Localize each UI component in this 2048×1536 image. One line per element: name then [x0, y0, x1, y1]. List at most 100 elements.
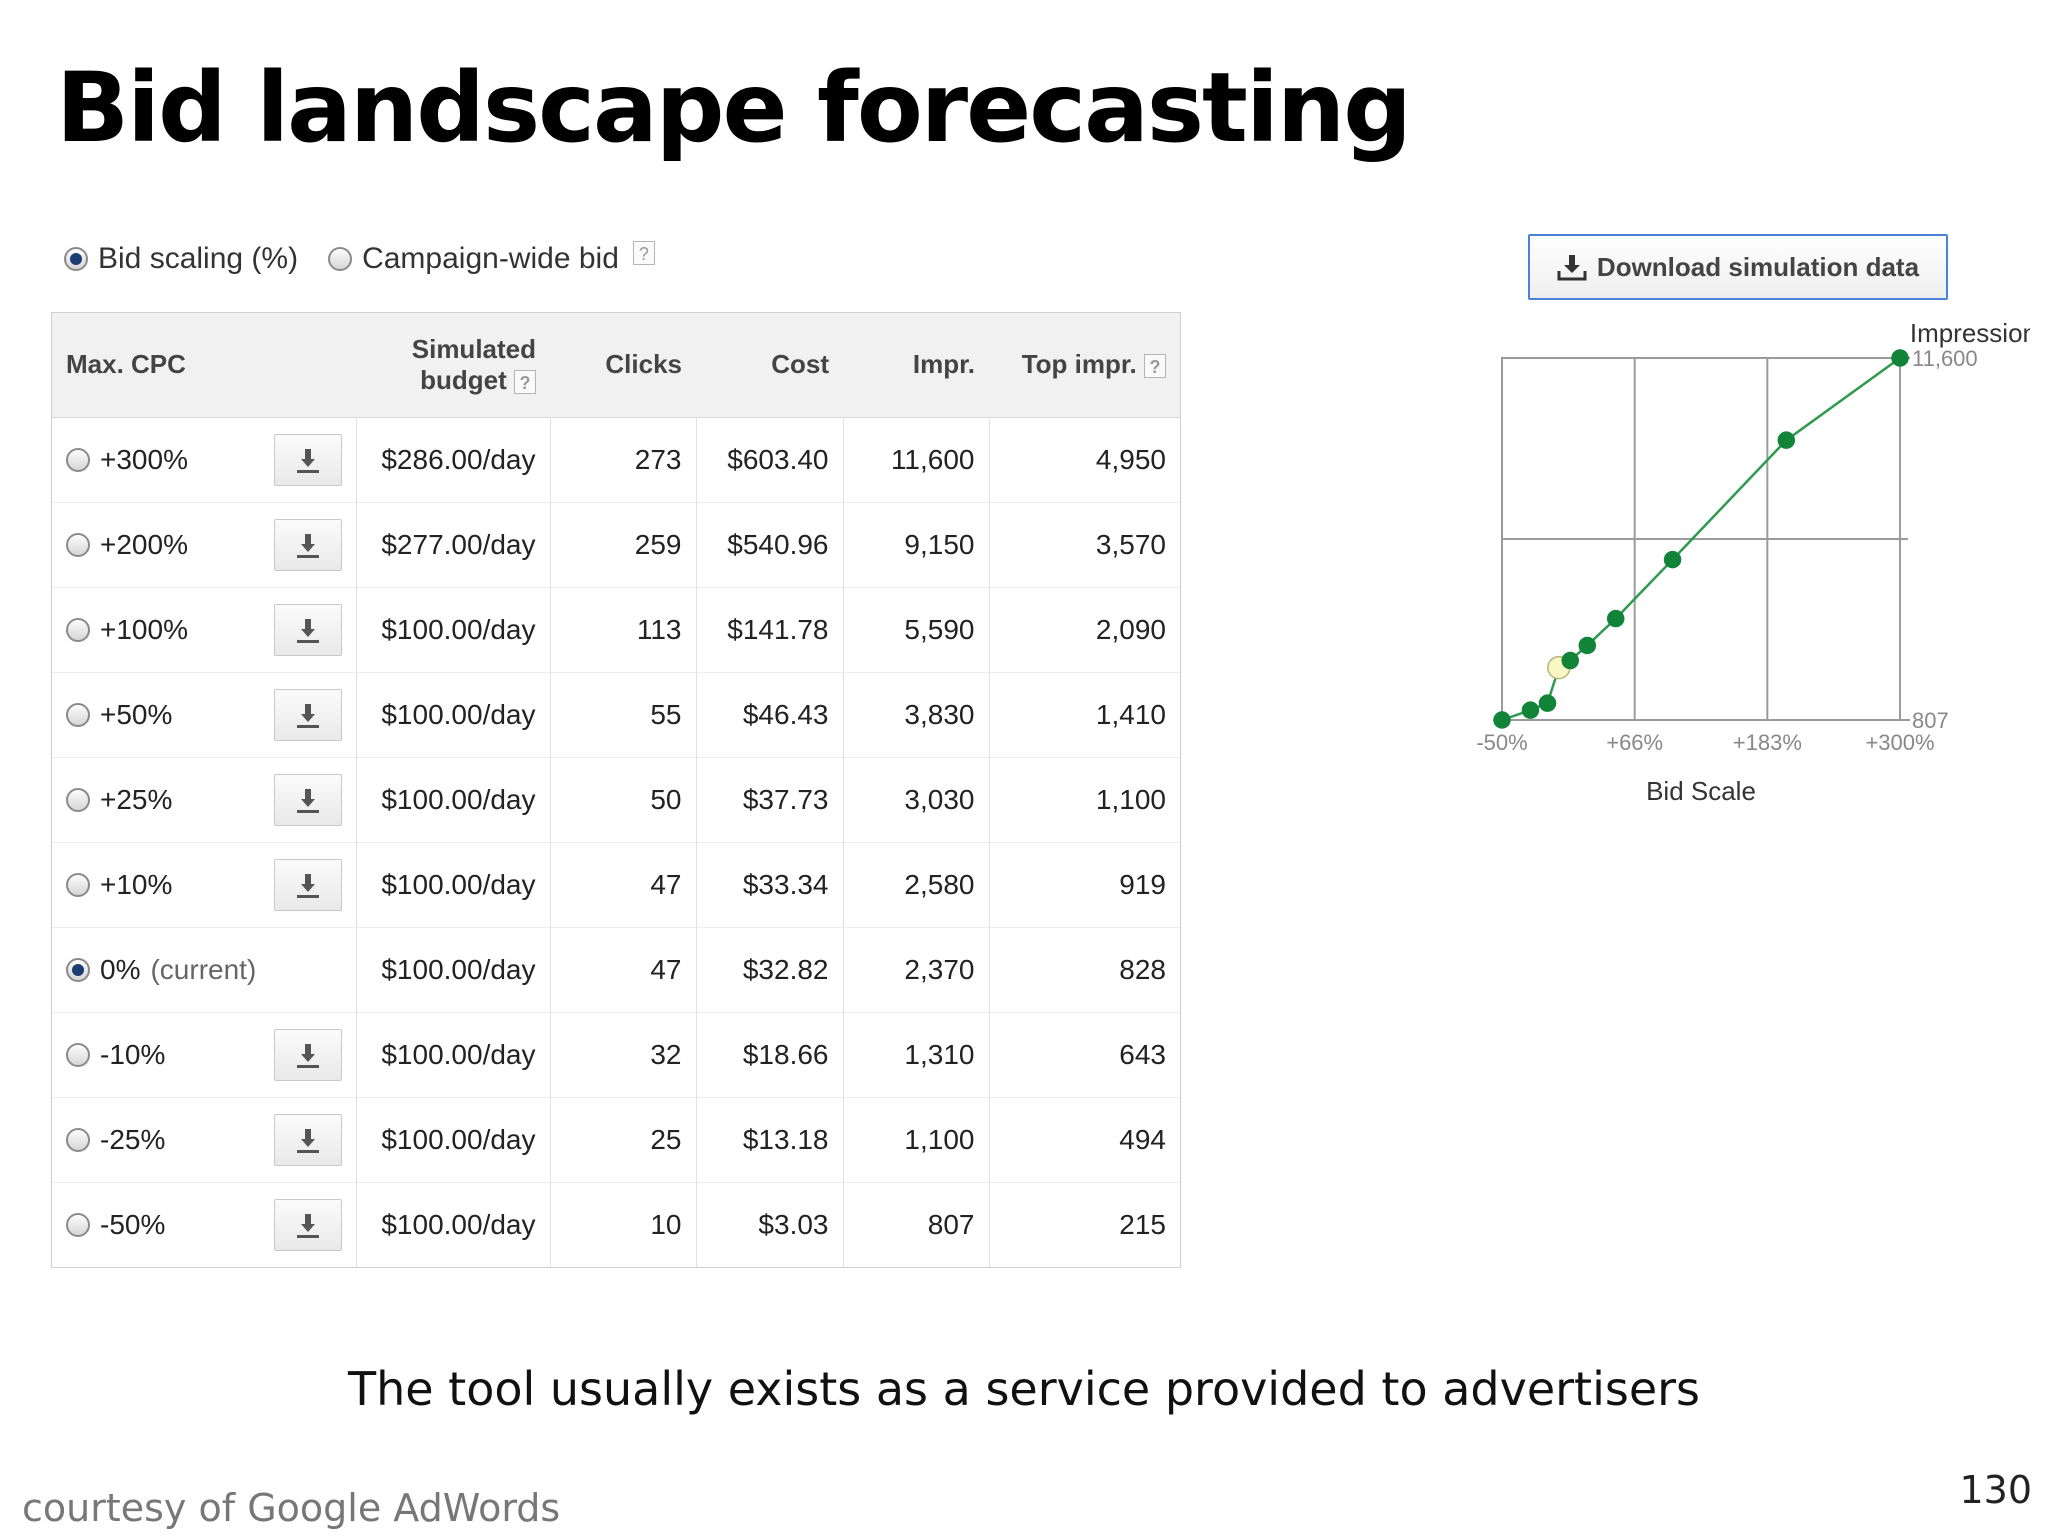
cell-cost: $141.78: [695, 587, 843, 672]
row-select-radio[interactable]: [66, 617, 90, 642]
table-row: -50% $100.00/day 10 $3.03 807 215: [52, 1182, 1180, 1267]
row-download-button[interactable]: [273, 1198, 342, 1251]
cell-top-impr: 3,570: [988, 502, 1180, 587]
cell-budget: $100.00/day: [355, 842, 550, 927]
cell-budget: $100.00/day: [355, 587, 550, 672]
row-download-button[interactable]: [273, 1028, 342, 1081]
cell-budget: $286.00/day: [355, 417, 550, 502]
help-icon[interactable]: ?: [514, 369, 536, 394]
download-icon: [295, 786, 321, 814]
table-row: -10% $100.00/day 32 $18.66 1,310 643: [52, 1012, 1180, 1097]
impressions-bid-scale-chart: -50% +66% +183% +300% 11,600 807 Impressions Bi…: [1476, 318, 2030, 806]
cell-clicks: 47: [549, 842, 696, 927]
cell-impr: 2,370: [842, 927, 989, 1012]
table-row: -25% $100.00/day 25 $13.18 1,100 494: [52, 1097, 1180, 1182]
cell-max-cpc: +25%: [52, 757, 356, 842]
cell-clicks: 32: [549, 1012, 696, 1097]
campaign-wide-bid-label: Campaign-wide bid: [362, 242, 619, 275]
header-top-impr[interactable]: Top impr. ?: [989, 313, 1180, 417]
row-download-button[interactable]: [273, 603, 342, 656]
cell-impr: 2,580: [842, 842, 989, 927]
cell-top-impr: 919: [988, 842, 1180, 927]
row-download-button[interactable]: [273, 688, 342, 741]
row-select-radio[interactable]: [66, 532, 90, 557]
cell-cost: $32.82: [695, 927, 843, 1012]
help-icon[interactable]: ?: [1144, 354, 1166, 379]
cell-top-impr: 494: [988, 1097, 1180, 1182]
cell-max-cpc: -25%: [52, 1097, 356, 1182]
cell-budget: $100.00/day: [355, 672, 550, 757]
row-cpc-label: -10%: [100, 1038, 166, 1070]
bid-scaling-option[interactable]: Bid scaling (%): [64, 242, 298, 276]
row-current-label: (current): [150, 953, 257, 985]
cell-top-impr: 643: [988, 1012, 1180, 1097]
cell-top-impr: 1,410: [988, 672, 1180, 757]
cell-clicks: 25: [549, 1097, 696, 1182]
cell-cost: $33.34: [695, 842, 843, 927]
series-line: [1501, 356, 1901, 722]
data-point: [1561, 651, 1579, 670]
header-simulated-budget[interactable]: Simulated budget ?: [356, 313, 550, 417]
cell-top-impr: 215: [988, 1182, 1180, 1267]
row-cpc-label: -50%: [100, 1208, 166, 1240]
header-budget-line1: Simulated: [411, 333, 536, 364]
table-header-row: Max. CPC Simulated budget ? Clicks Cost …: [52, 313, 1180, 417]
campaign-wide-bid-radio[interactable]: [328, 247, 353, 271]
row-download-button[interactable]: [273, 773, 342, 826]
row-cpc-label: +50%: [100, 698, 173, 730]
slide-caption: The tool usually exists as a service pro…: [348, 1362, 1700, 1416]
cell-budget: $100.00/day: [355, 927, 550, 1012]
row-download-button[interactable]: [273, 858, 342, 911]
cell-impr: 1,310: [842, 1012, 989, 1097]
row-select-radio[interactable]: [66, 1127, 90, 1152]
download-icon: [295, 616, 321, 644]
cell-impr: 3,030: [842, 757, 989, 842]
table-row: +25% $100.00/day 50 $37.73 3,030 1,100: [52, 757, 1180, 842]
row-select-radio[interactable]: [66, 447, 90, 472]
help-icon[interactable]: ?: [632, 241, 655, 265]
cell-impr: 11,600: [842, 417, 989, 502]
header-budget-line2: budget: [420, 364, 507, 395]
row-select-radio[interactable]: [66, 1042, 90, 1067]
data-point: [1578, 636, 1597, 655]
header-cost[interactable]: Cost: [771, 349, 829, 380]
bid-scaling-radio[interactable]: [64, 247, 88, 271]
table-row: +300% $286.00/day 273 $603.40 11,600 4,950: [52, 417, 1180, 502]
row-select-radio[interactable]: [66, 1212, 90, 1237]
row-select-radio[interactable]: [66, 872, 90, 897]
y-min-label: 807: [1912, 708, 1949, 733]
table-row: +100% $100.00/day 113 $141.78 5,590 2,090: [52, 587, 1180, 672]
row-download-button[interactable]: [273, 1113, 342, 1166]
bid-mode-selector: Bid scaling (%) Campaign-wide bid ?: [64, 236, 655, 282]
cell-budget: $100.00/day: [355, 1182, 550, 1267]
download-icon: [295, 531, 321, 559]
table-row: +10% $100.00/day 47 $33.34 2,580 919: [52, 842, 1180, 927]
download-simulation-button[interactable]: Download simulation data: [1528, 234, 1948, 300]
campaign-wide-bid-option[interactable]: Campaign-wide bid: [328, 242, 619, 276]
header-impr[interactable]: Impr.: [912, 349, 975, 380]
cell-cost: $46.43: [695, 672, 843, 757]
data-point: [1538, 694, 1557, 712]
cell-impr: 807: [842, 1182, 989, 1267]
row-select-radio[interactable]: [66, 787, 90, 812]
row-download-button[interactable]: [273, 518, 342, 571]
cell-top-impr: 2,090: [988, 587, 1180, 672]
row-cpc-label: +10%: [100, 868, 173, 900]
data-point: [1663, 550, 1682, 569]
header-top-impr-label: Top impr.: [1021, 349, 1137, 380]
data-point: [1521, 701, 1540, 719]
row-cpc-label: +25%: [100, 783, 173, 815]
bid-simulation-table: Max. CPC Simulated budget ? Clicks Cost …: [51, 312, 1181, 1268]
header-clicks[interactable]: Clicks: [605, 349, 682, 380]
cell-cost: $3.03: [695, 1182, 843, 1267]
slide-credit: courtesy of Google AdWords: [22, 1486, 561, 1530]
cell-impr: 5,590: [842, 587, 989, 672]
row-select-radio[interactable]: [66, 957, 90, 982]
y-axis-title: Impressions: [1910, 318, 2030, 348]
header-max-cpc[interactable]: Max. CPC: [66, 349, 186, 380]
download-icon: [295, 1041, 321, 1069]
row-download-button[interactable]: [273, 433, 342, 486]
data-point: [1891, 349, 1909, 367]
x-tick-label: +66%: [1606, 730, 1663, 755]
row-select-radio[interactable]: [66, 702, 90, 727]
